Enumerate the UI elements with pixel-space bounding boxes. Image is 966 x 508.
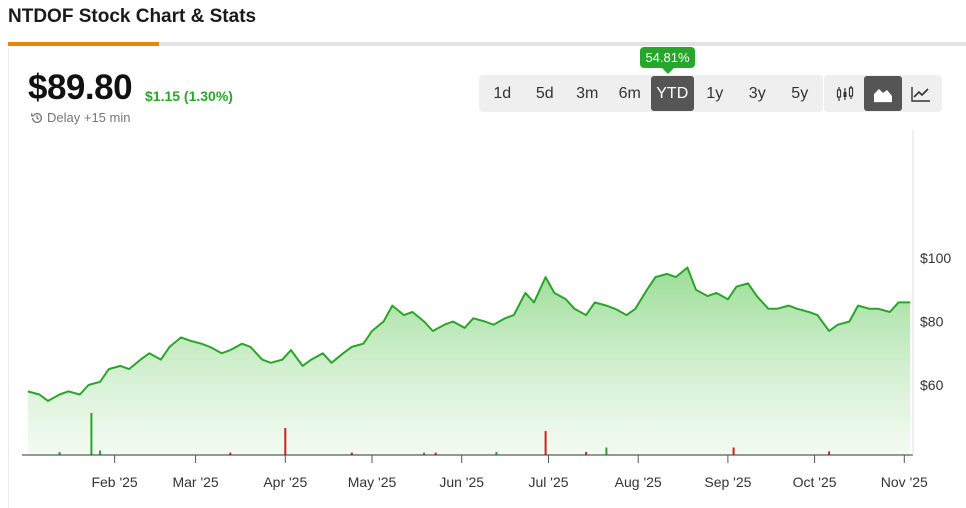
range-5d-button[interactable]: 5d	[535, 84, 554, 102]
range-1d-button[interactable]: 1d	[493, 84, 512, 102]
candlestick-chart-button[interactable]	[826, 76, 864, 111]
area-chart-button[interactable]	[864, 76, 902, 111]
candlestick-icon	[836, 85, 854, 101]
range-1y-button[interactable]: 1y	[706, 84, 724, 102]
range-performance-badge: 54.81%	[640, 47, 695, 74]
range-5y-button[interactable]: 5y	[791, 84, 809, 102]
scroll-progress-track	[8, 42, 966, 46]
scroll-progress-fill	[8, 42, 160, 46]
page-title: NTDOF Stock Chart & Stats	[8, 6, 257, 27]
area-chart-icon	[874, 88, 892, 102]
range-3m-button[interactable]: 3m	[576, 84, 599, 102]
delay-text: Delay +15 min	[47, 110, 131, 125]
range-ytd-button[interactable]: YTD	[651, 76, 694, 111]
time-range-selector: 1d 5d 3m 6m YTD 1y 3y 5y	[479, 75, 823, 112]
chart-type-selector	[824, 75, 942, 112]
line-chart-button[interactable]	[902, 76, 940, 111]
price-change: $1.15 (1.30%)	[145, 88, 233, 104]
chart-card	[8, 48, 966, 508]
range-3y-button[interactable]: 3y	[748, 84, 766, 102]
range-6m-button[interactable]: 6m	[618, 84, 641, 102]
current-price: $89.80	[28, 68, 133, 107]
line-chart-icon	[911, 86, 930, 102]
history-clock-icon	[31, 112, 43, 123]
delay-notice: Delay +15 min	[30, 110, 130, 125]
